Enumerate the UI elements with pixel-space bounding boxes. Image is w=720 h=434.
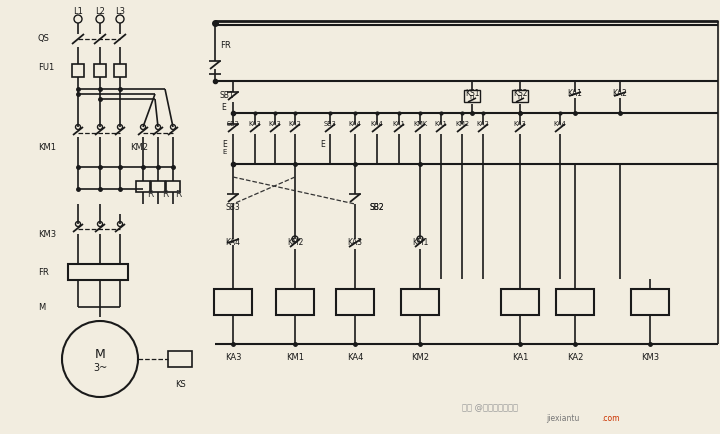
Text: R: R [162,190,168,199]
Text: E: E [320,140,325,149]
Text: SB3: SB3 [225,203,240,212]
Text: KA3: KA3 [248,121,261,127]
Text: KS1: KS1 [464,88,480,97]
Text: M: M [94,348,105,361]
Text: KA1: KA1 [567,88,582,97]
Text: n: n [518,94,522,100]
Text: KS: KS [175,380,185,388]
Text: SB2: SB2 [369,203,384,212]
Bar [68,264,128,280]
Bar [464,91,480,103]
Bar [631,289,669,315]
Text: KA1: KA1 [512,353,528,362]
Text: KM3: KM3 [641,353,659,362]
Bar [512,91,528,103]
Text: jiexiantu: jiexiantu [546,414,580,423]
Text: L1: L1 [73,7,83,16]
Text: KA2: KA2 [567,353,583,362]
Text: R: R [175,190,181,199]
Text: KA2: KA2 [613,88,627,97]
Text: KM1: KM1 [286,353,304,362]
Bar [114,65,126,78]
Bar [556,289,594,315]
Text: FR: FR [220,40,230,49]
Text: FU1: FU1 [38,62,54,71]
Bar [336,289,374,315]
Text: R: R [147,190,153,199]
Bar [501,289,539,315]
Bar [136,181,150,193]
Bar [168,351,192,367]
Text: 3~: 3~ [93,362,107,372]
Bar [276,289,314,315]
Bar [214,289,252,315]
Text: 知乎 @机龙电气教程圈: 知乎 @机龙电气教程圈 [462,403,518,411]
Text: QS: QS [38,33,50,43]
Text: KM2: KM2 [411,353,429,362]
Text: KA2: KA2 [477,121,490,127]
Text: KM1: KM1 [38,143,56,152]
Bar [72,65,84,78]
Text: SB1: SB1 [220,90,235,99]
Text: E: E [221,102,226,111]
Text: KM2: KM2 [130,143,148,152]
Text: KM2: KM2 [287,238,303,247]
Text: FR: FR [38,268,49,277]
Text: KA3: KA3 [225,353,241,362]
Text: E: E [222,149,226,155]
Text: KA4: KA4 [371,121,384,127]
Text: SB2: SB2 [227,121,240,127]
Text: KA4: KA4 [347,353,363,362]
Bar [151,181,165,193]
Text: SB3: SB3 [323,121,336,127]
Text: n: n [469,94,474,100]
Bar [401,289,439,315]
Text: SB2: SB2 [369,203,384,212]
Text: KA4: KA4 [225,238,240,247]
Text: KM1: KM1 [412,238,428,247]
Text: KM3: KM3 [38,230,56,239]
Text: KMK: KMK [413,121,427,127]
Text: L3: L3 [115,7,125,16]
Bar [166,181,180,193]
Text: KA4: KA4 [348,121,361,127]
Text: KA1: KA1 [435,121,447,127]
Text: KA3: KA3 [348,238,362,247]
Text: M: M [38,303,45,312]
Text: KM2: KM2 [455,121,469,127]
Text: KA3: KA3 [513,121,526,127]
Text: KA2: KA2 [289,121,302,127]
Text: KA4: KA4 [554,121,567,127]
Text: KA3: KA3 [269,121,282,127]
Text: KS2: KS2 [513,88,527,97]
Text: .com: .com [600,414,619,423]
Text: KA1: KA1 [392,121,405,127]
Text: E: E [222,140,227,149]
Text: L2: L2 [95,7,105,16]
Bar [94,65,106,78]
